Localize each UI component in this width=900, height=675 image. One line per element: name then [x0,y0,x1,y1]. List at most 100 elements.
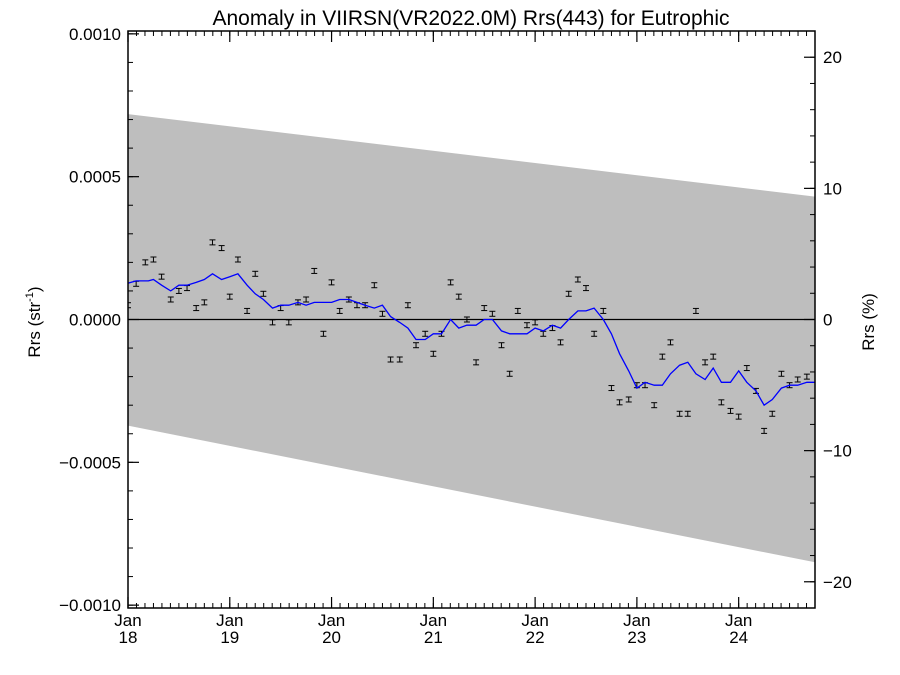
data-point [473,359,480,366]
data-point [489,310,496,317]
data-point [463,316,470,323]
running-mean-line [128,273,815,407]
data-point [702,359,709,366]
data-point [175,287,182,294]
data-point [676,410,683,417]
data-point [252,270,259,277]
data-point [201,299,208,306]
data-point [565,290,572,297]
data-point [769,410,776,417]
y-right-tick-label: −10 [823,442,852,461]
data-point [422,330,429,337]
data-point [447,279,454,286]
data-point [591,330,598,337]
y-axis-label-right: Rrs (%) [859,293,878,351]
y-axis-label-left-close: ) [25,286,44,292]
data-point [150,256,157,263]
data-point [778,370,785,377]
data-point [371,282,378,289]
y-tick-label: −0.0010 [59,596,121,615]
data-point [506,370,513,377]
data-point [574,276,581,283]
x-tick-label-month: Jan [114,611,141,630]
data-point [523,322,530,329]
y-tick-label: 0.0005 [69,168,121,187]
data-point [710,353,717,360]
y-axis-label-left-main: Rrs (str [25,302,44,358]
data-point [651,402,658,409]
data-point [218,245,225,252]
data-point [404,302,411,309]
data-point [387,356,394,363]
data-point [128,302,131,309]
y-axis-label-left: Rrs (str-1) [24,286,44,357]
data-point [455,293,462,300]
x-tick-label-month: Jan [725,611,752,630]
data-point [803,373,810,380]
data-point [608,385,615,392]
x-tick-label-month: Jan [521,611,548,630]
plot-area [128,114,815,563]
x-tick-label-year: 20 [322,628,341,647]
y-right-tick-label: −20 [823,573,852,592]
x-tick-label-month: Jan [623,611,650,630]
data-point [498,342,505,349]
y-axis-label-left-superscript: -1 [24,292,36,302]
data-point [209,239,216,246]
data-point [583,285,589,292]
data-point [735,413,742,420]
data-point [667,339,674,346]
data-point [532,319,539,326]
data-point [244,307,251,314]
data-point [761,427,768,434]
y-right-tick-label: 20 [823,48,842,67]
data-point [557,339,564,346]
data-point [684,410,691,417]
data-point [142,259,149,266]
uncertainty-band [128,114,815,563]
axes: 0.0010 0.0005 0.0000 −0.0005 −0.0010 20 10 0 −10… [59,25,852,647]
y-right-tick-label: 0 [823,311,832,330]
data-point [794,376,801,383]
data-point [328,279,335,286]
x-tick-label-year: 23 [627,628,646,647]
x-tick-label-year: 18 [119,628,138,647]
data-point [158,273,165,280]
data-point [692,307,699,314]
data-point [514,307,521,314]
data-point [303,296,310,303]
data-point [659,353,666,360]
data-point [600,307,607,314]
data-point [226,293,233,300]
data-point [311,267,318,274]
data-point [320,330,327,337]
x-tick-label-year: 21 [424,628,443,647]
x-tick-label-year: 22 [526,628,545,647]
data-point [336,307,343,314]
data-point [430,350,437,357]
data-point [260,290,267,297]
data-point [743,365,750,372]
data-point [269,319,276,326]
x-tick-label-month: Jan [420,611,447,630]
data-point [396,356,403,363]
y-right-tick-label: 10 [823,179,842,198]
plot-content [128,114,815,563]
x-tick-label-year: 24 [729,628,748,647]
data-point [481,305,488,312]
x-tick-label-month: Jan [318,611,345,630]
data-point [379,310,386,317]
data-point [193,305,200,312]
data-point [718,399,725,406]
data-point [625,396,632,403]
data-point [167,296,174,303]
data-point [727,407,734,414]
y-tick-label: 0.0000 [69,311,121,330]
x-tick-label-month: Jan [216,611,243,630]
chart-title: Anomaly in VIIRSN(VR2022.0M) Rrs(443) fo… [212,7,729,30]
data-point [413,342,420,349]
x-tick-label-year: 19 [220,628,239,647]
data-point [234,256,241,263]
data-point [285,319,292,326]
